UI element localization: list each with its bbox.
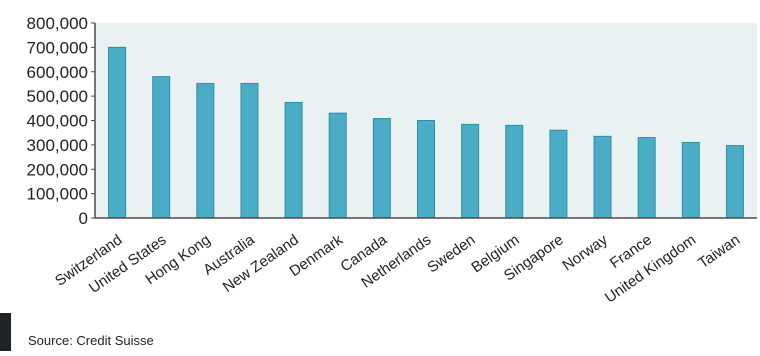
bar xyxy=(725,145,744,219)
bar xyxy=(417,120,435,219)
x-tick-label: Taiwan xyxy=(695,231,743,272)
y-tick-label: 300,000 xyxy=(27,136,88,155)
bar xyxy=(284,101,303,219)
bar xyxy=(152,76,171,219)
bar xyxy=(637,137,656,219)
x-tick-label: Norway xyxy=(559,231,611,274)
y-tick-label: 700,000 xyxy=(27,38,88,57)
bar xyxy=(593,135,612,219)
dark-corner-block xyxy=(0,313,11,351)
x-tick-label: Sweden xyxy=(424,231,478,276)
bar xyxy=(372,118,391,219)
y-tick-label: 500,000 xyxy=(27,87,88,106)
bar xyxy=(549,129,568,219)
bar xyxy=(328,112,347,219)
bar xyxy=(461,123,480,219)
bar xyxy=(196,82,215,219)
source-note: Source: Credit Suisse xyxy=(28,333,154,348)
y-tick-label: 200,000 xyxy=(27,160,88,179)
bar xyxy=(505,124,524,219)
y-tick-label: 600,000 xyxy=(27,63,88,82)
bar xyxy=(681,141,700,219)
y-tick-label: 100,000 xyxy=(27,185,88,204)
y-tick-label: 400,000 xyxy=(27,112,88,131)
y-tick-label: 0 xyxy=(79,209,88,228)
bar xyxy=(108,46,127,219)
y-tick-label: 800,000 xyxy=(27,14,88,33)
bar xyxy=(240,82,259,219)
